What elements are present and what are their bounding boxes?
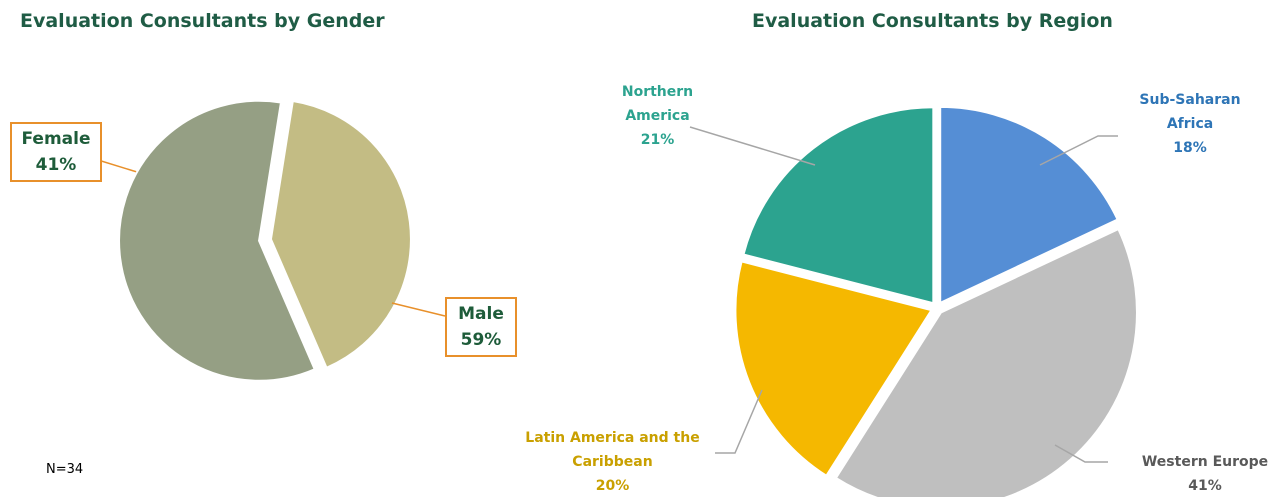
label-category: Latin America and the Caribbean [525,430,700,470]
pie-slice [734,260,934,478]
label-value: 59% [460,330,502,350]
chart-title: Evaluation Consultants by Gender [20,10,385,32]
label-value: 41% [35,155,77,175]
label-category: Male [458,304,504,324]
pie-slice [742,106,935,305]
pie-slice [118,99,316,382]
leader-line [1054,444,1108,463]
pie-slice [939,105,1119,305]
pie-slice [269,99,412,370]
label-value: 18% [1173,140,1207,156]
label-value: 21% [640,132,675,148]
leader-line [97,159,138,173]
label-value: 20% [595,478,630,494]
pie-slice [834,227,1138,497]
leader-line [715,389,763,454]
label-category: Sub-Saharan Africa [1139,92,1241,132]
data-label: Sub-Saharan Africa 18% [1130,88,1250,160]
label-category: Northern America [621,84,694,124]
data-label: Female 41% [10,122,102,182]
data-label: Western Europe 41% [1125,450,1278,497]
label-category: Western Europe [1141,454,1269,470]
data-label: Latin America and the Caribbean 20% [510,426,715,497]
data-label: Northern America 21% [600,80,715,152]
data-label: Male 59% [445,297,517,357]
leader-line [689,126,816,166]
label-value: 41% [1188,478,1222,494]
chart-title: Evaluation Consultants by Region [752,10,1113,32]
leader-line [1039,135,1118,166]
annotation: N=34 [46,462,84,477]
leader-line [391,302,446,317]
label-category: Female [21,129,91,149]
